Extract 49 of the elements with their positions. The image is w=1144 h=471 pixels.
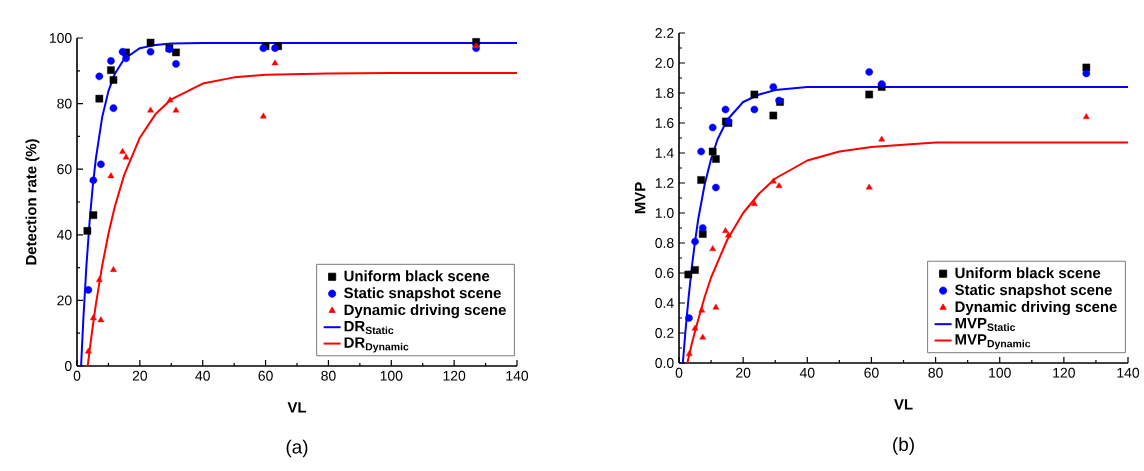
x-axis-title: VL: [894, 399, 913, 410]
x-tick-label: 100: [380, 370, 403, 381]
text: (b): [893, 437, 914, 455]
x-tick-label: 20: [736, 367, 751, 378]
x-tick-label: 20: [132, 370, 148, 381]
y-tick-label: 80: [57, 98, 72, 109]
y-tick-label: 0.2: [655, 328, 674, 338]
y-tick-label: 2.0: [655, 58, 674, 68]
y-tick-label: 1.6: [655, 118, 674, 128]
legend-label: Uniform black scene: [344, 270, 490, 282]
y-tick-label: 1.0: [655, 208, 674, 218]
y-tick-label: 60: [57, 164, 72, 175]
x-tick-label: 120: [1053, 367, 1075, 378]
x-tick-label: 0: [73, 370, 81, 381]
legend-label: DR$_{Static}$: [344, 321, 394, 335]
legend-label: DR$_{Dynamic}$: [344, 337, 409, 353]
x-tick-label: 0: [675, 367, 683, 378]
y-tick-label: 2.2: [655, 28, 674, 38]
y-tick-label: 20: [57, 295, 72, 306]
x-tick-label: 140: [506, 370, 529, 381]
y-tick-label: 0.4: [655, 298, 674, 308]
text: (a): [286, 439, 308, 458]
y-tick-label: 0.6: [655, 268, 674, 278]
y-axis-title: MVP: [634, 182, 646, 214]
y-tick-label: 100: [49, 33, 72, 43]
legend-label: Dynamic driving scene: [955, 301, 1117, 316]
x-tick-label: 80: [928, 367, 943, 378]
y-tick-label: 0.0: [655, 358, 674, 368]
x-tick-label: 120: [443, 370, 466, 381]
legend-label: Static snapshot scene: [344, 287, 501, 302]
y-tick-label: 1.4: [655, 148, 674, 158]
x-tick-label: 40: [799, 367, 815, 378]
legend-label: MVP$_{Static}$: [955, 317, 1016, 332]
y-tick-label: 1.8: [655, 88, 674, 98]
x-tick-label: 60: [258, 370, 273, 381]
legend-label: MVP$_{Dynamic}$: [955, 334, 1031, 350]
y-axis-title: Detection rate (%): [25, 139, 40, 265]
legend-label: Uniform black scene: [955, 267, 1101, 279]
legend-label: Static snapshot scene: [955, 284, 1112, 299]
x-tick-label: 60: [864, 367, 879, 378]
x-tick-label: 40: [195, 370, 210, 381]
y-tick-label: 0.8: [655, 238, 674, 248]
x-tick-label: 80: [321, 370, 336, 381]
x-tick-label: 140: [1117, 367, 1140, 378]
x-axis-title: VL: [287, 402, 307, 413]
x-tick-label: 100: [989, 367, 1011, 378]
y-tick-label: 40: [56, 229, 72, 240]
legend-label: Dynamic driving scene: [344, 304, 506, 319]
y-tick-label: 1.2: [655, 178, 674, 188]
